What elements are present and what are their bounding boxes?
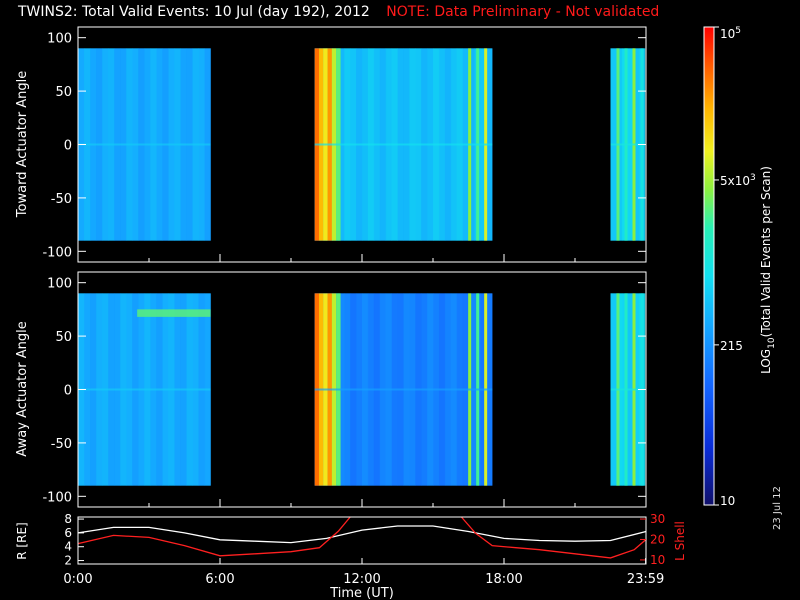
y-tick-label: 50 <box>55 330 72 345</box>
toward-ylabel: Toward Actuator Angle <box>15 71 30 218</box>
away-y-ticks: 100 50 0 -50 -100 <box>42 277 647 507</box>
y-tick-label: 100 <box>47 277 72 292</box>
r-axis-label: R [RE] <box>15 522 29 559</box>
y-tick-label: -100 <box>42 245 72 260</box>
r-tick-label: 2 <box>64 554 72 568</box>
lshell-tick-label: 30 <box>650 512 665 526</box>
y-tick-label: 50 <box>55 85 72 100</box>
lshell-series-line <box>460 516 647 559</box>
time-axis-ticks: 0:00 6:00 12:00 18:00 23:59 <box>63 558 664 587</box>
away-panel: 100 50 0 -50 -100 Away Actuator Angle <box>15 271 647 508</box>
toward-heatmap <box>78 48 646 241</box>
y-tick-label: 0 <box>64 139 72 154</box>
time-tick-label: 18:00 <box>485 572 522 587</box>
lshell-axis-ticks: 30 20 10 <box>640 512 665 567</box>
y-tick-label: 100 <box>47 32 72 47</box>
time-tick-label: 6:00 <box>205 572 234 587</box>
zero-angle-band <box>78 388 211 391</box>
time-tick-label: 12:00 <box>343 572 380 587</box>
title-text: TWINS2: Total Valid Events: 10 Jul (day … <box>18 4 370 20</box>
time-axis-label: Time (UT) <box>329 586 394 600</box>
zero-angle-band <box>314 388 493 391</box>
colorbar: 10 215 5x103 105 LOG10(Total Valid Events p… <box>703 26 777 508</box>
colorbar-tick-label: 5x103 <box>720 173 756 188</box>
r-tick-label: 4 <box>64 540 72 554</box>
lshell-tick-label: 20 <box>650 532 665 546</box>
toward-panel: 100 50 0 -50 -100 Toward Actuator Angle <box>15 26 647 263</box>
lshell-series-line <box>77 516 351 557</box>
time-tick-label: 0:00 <box>63 572 92 587</box>
zero-angle-band <box>610 143 645 146</box>
zero-angle-band <box>78 143 211 146</box>
colorbar-gradient <box>703 26 715 506</box>
colorbar-tick-label: 105 <box>720 26 741 41</box>
r-tick-label: 8 <box>64 512 72 526</box>
lshell-tick-label: 10 <box>650 553 665 567</box>
y-tick-label: 0 <box>64 384 72 399</box>
r-tick-label: 6 <box>64 526 72 540</box>
away-heatmap <box>78 293 646 486</box>
zero-angle-band <box>314 143 493 146</box>
y-tick-label: -100 <box>42 490 72 505</box>
y-tick-label: -50 <box>51 437 72 452</box>
orbit-lines <box>77 516 647 559</box>
colorbar-label: LOG10(Total Valid Events per Scan) <box>759 166 777 374</box>
colorbar-ticks: 10 215 5x103 105 <box>714 26 756 508</box>
zero-angle-band <box>610 388 645 391</box>
colorbar-tick-label: 10 <box>720 494 735 508</box>
preliminary-note: NOTE: Data Preliminary - Not validated <box>386 4 660 20</box>
colorbar-tick-label: 215 <box>720 339 743 353</box>
away-ylabel: Away Actuator Angle <box>15 321 30 456</box>
y-tick-label: -50 <box>51 192 72 207</box>
lshell-axis-label: L Shell <box>673 521 687 561</box>
toward-y-ticks: 100 50 0 -50 -100 <box>42 32 647 262</box>
chart-title: TWINS2: Total Valid Events: 10 Jul (day … <box>18 4 659 20</box>
time-tick-label: 23:59 <box>627 572 664 587</box>
heatmap-feature-band <box>137 309 211 317</box>
r-series-line <box>77 525 647 544</box>
